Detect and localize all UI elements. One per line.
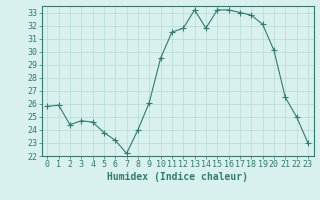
X-axis label: Humidex (Indice chaleur): Humidex (Indice chaleur) [107, 172, 248, 182]
